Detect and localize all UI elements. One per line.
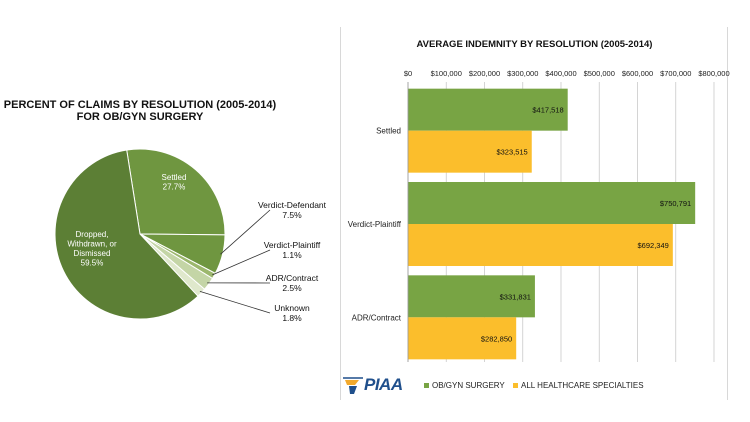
pie-title-line2: FOR OB/GYN SURGERY <box>76 111 204 123</box>
legend-item-all: ALL HEALTHCARE SPECIALTIES <box>513 381 644 390</box>
pie-label-verdict-defendant: Verdict-Defendant 7.5% <box>258 200 327 220</box>
x-tick-label: $700,000 <box>660 69 691 78</box>
pie-leader-verdict-defendant <box>220 209 271 255</box>
bar-ob-gyn-surgery-adr-contract <box>408 275 535 318</box>
y-category-label: ADR/Contract <box>352 313 402 322</box>
pie-title-line1: PERCENT OF CLAIMS BY RESOLUTION (2005-20… <box>3 99 277 111</box>
pie-slice-dropped-withdrawn-or-dismissed <box>54 149 199 320</box>
piaa-logo-icon <box>343 377 363 394</box>
pie-slice-settled <box>126 148 226 236</box>
pie-label-adr-contract: ADR/Contract 2.5% <box>266 273 319 293</box>
bar-chart-title: AVERAGE INDEMNITY BY RESOLUTION (2005-20… <box>416 39 653 50</box>
bar-value-label: $417,518 <box>532 106 563 115</box>
bar-all-healthcare-specialties-settled <box>408 130 532 173</box>
pie-label-verdict-plaintiff: Verdict-Plaintiff 1.1% <box>264 240 321 260</box>
legend-swatch-obgyn <box>424 383 429 388</box>
x-tick-label: $200,000 <box>469 69 500 78</box>
bar-value-label: $282,850 <box>481 334 512 343</box>
bar-all-healthcare-specialties-adr-contract <box>408 317 517 360</box>
bar-value-label: $331,831 <box>500 292 531 301</box>
pie-label-dropped: Dropped, Withdrawn, or Dismissed 59.5% <box>67 230 117 268</box>
bar-value-label: $692,349 <box>638 241 669 250</box>
pie-label-settled: Settled 27.7% <box>162 173 187 192</box>
bar-all-healthcare-specialties-verdict-plaintiff <box>408 224 673 266</box>
pie-leader-unknown <box>199 291 271 314</box>
x-tick-label: $600,000 <box>622 69 653 78</box>
piaa-logo-text: PIAA <box>364 375 403 394</box>
y-category-label: Settled <box>376 127 401 136</box>
x-tick-label: $500,000 <box>584 69 615 78</box>
panel-divider-left <box>340 27 341 400</box>
x-tick-label: $0 <box>404 69 412 78</box>
legend-label-obgyn: OB/GYN SURGERY <box>432 381 505 390</box>
legend-label-all: ALL HEALTHCARE SPECIALTIES <box>521 381 644 390</box>
legend-swatch-all <box>513 383 518 388</box>
x-tick-label: $400,000 <box>545 69 576 78</box>
x-tick-label: $300,000 <box>507 69 538 78</box>
pie-leader-verdict-plaintiff <box>212 249 271 276</box>
pie-chart-title: PERCENT OF CLAIMS BY RESOLUTION (2005-20… <box>0 99 280 123</box>
legend-item-obgyn: OB/GYN SURGERY <box>424 381 505 390</box>
x-tick-label: $100,000 <box>431 69 462 78</box>
bar-value-label: $323,515 <box>496 148 527 157</box>
pie-label-unknown: Unknown 1.8% <box>274 303 310 323</box>
pie-chart: Settled 27.7% Dropped, Withdrawn, or Dismiss… <box>54 148 327 323</box>
y-category-label: Verdict-Plaintiff <box>348 220 402 229</box>
bar-ob-gyn-surgery-verdict-plaintiff <box>408 182 696 224</box>
bar-value-label: $750,791 <box>660 199 691 208</box>
panel-divider-right <box>727 27 728 400</box>
bar-ob-gyn-surgery-settled <box>408 88 568 131</box>
x-tick-label: $800,000 <box>698 69 729 78</box>
